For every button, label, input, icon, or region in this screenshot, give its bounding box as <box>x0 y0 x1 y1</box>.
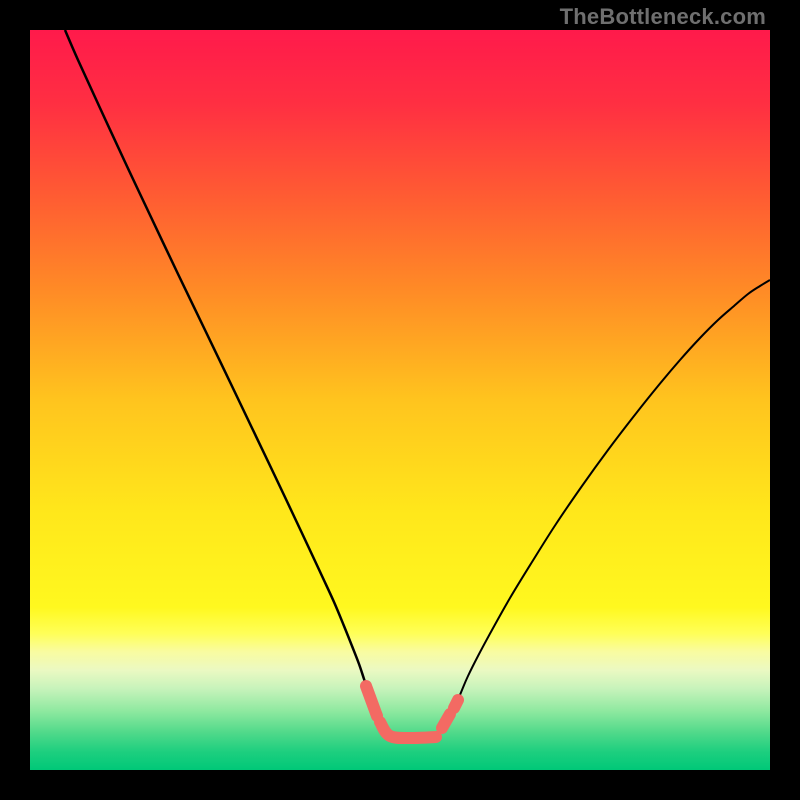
curve-right <box>458 280 770 700</box>
plot-area <box>30 30 770 770</box>
accent-segment <box>454 700 458 708</box>
chart-container: TheBottleneck.com <box>0 0 800 800</box>
accent-segment <box>380 722 436 738</box>
accent-segments <box>366 686 458 738</box>
accent-segment <box>442 714 450 728</box>
watermark: TheBottleneck.com <box>560 4 766 30</box>
curve-left <box>65 30 370 698</box>
accent-segment <box>366 686 377 716</box>
curves-layer <box>30 30 770 770</box>
